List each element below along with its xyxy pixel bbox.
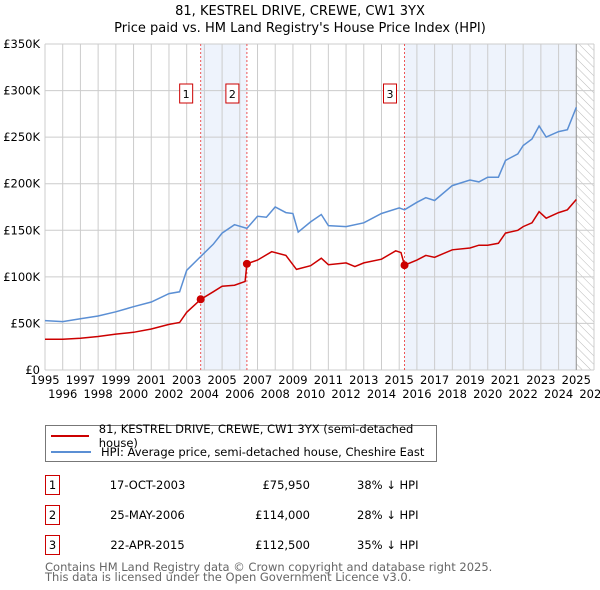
x-tick-label: 2014 xyxy=(367,387,396,401)
price-chart: 1995199619971998199920002001200220032004… xyxy=(3,37,600,401)
x-tick-label: 2015 xyxy=(385,373,414,387)
x-tick-label: 2009 xyxy=(278,373,307,387)
x-tick-label: 2004 xyxy=(190,387,219,401)
x-tick-label: 2023 xyxy=(526,373,555,387)
x-tick-label: 1995 xyxy=(30,373,59,387)
x-tick-label: 2006 xyxy=(225,387,254,401)
sale-date: 22-APR-2015 xyxy=(110,538,185,552)
chart-subtitle: Price paid vs. HM Land Registry's House … xyxy=(114,21,486,36)
x-tick-label: 2018 xyxy=(438,387,467,401)
x-tick-label: 2013 xyxy=(349,373,378,387)
sale-marker-label: 2 xyxy=(229,88,236,101)
sale-marker-box xyxy=(383,83,398,104)
hpi-diff: 38% ↓ HPI xyxy=(357,478,419,492)
shaded-period xyxy=(404,44,577,370)
blue-line-icon xyxy=(51,451,91,453)
series-line xyxy=(44,107,577,323)
x-tick-label: 2010 xyxy=(296,387,325,401)
hpi-diff: 28% ↓ HPI xyxy=(357,508,419,522)
sale-marker-label: 1 xyxy=(183,88,190,101)
x-tick-label: 2002 xyxy=(154,387,183,401)
legend-item-hpi: HPI: Average price, semi-detached house,… xyxy=(46,444,424,460)
hpi-diff: 35% ↓ HPI xyxy=(357,538,419,552)
sale-date: 17-OCT-2003 xyxy=(109,478,186,492)
sale-marker-box xyxy=(179,83,194,104)
x-tick-label: 1998 xyxy=(83,387,112,401)
series-line xyxy=(45,199,577,341)
x-tick-label: 1999 xyxy=(101,373,130,387)
x-tick-label: 2003 xyxy=(172,373,201,387)
y-tick-label: £200K xyxy=(3,177,40,191)
marker-badge: 2 xyxy=(45,505,60,525)
y-tick-label: £300K xyxy=(3,84,40,98)
legend-label: HPI: Average price, semi-detached house,… xyxy=(101,445,425,459)
sale-marker-box xyxy=(225,83,240,104)
x-tick-label: 2016 xyxy=(402,387,431,401)
sale-point xyxy=(242,259,251,268)
sale-point xyxy=(196,295,205,304)
x-tick-label: 2020 xyxy=(473,387,502,401)
sale-price: £75,950 xyxy=(262,478,310,492)
x-tick-label: 2001 xyxy=(137,373,166,387)
legend-label: 81, KESTREL DRIVE, CREWE, CW1 3YX (semi-… xyxy=(98,422,414,450)
x-tick-label: 2011 xyxy=(314,373,343,387)
forecast-hatch xyxy=(576,44,594,370)
chart-title: 81, KESTREL DRIVE, CREWE, CW1 3YX xyxy=(175,4,425,19)
sale-marker-label: 3 xyxy=(387,88,394,101)
legend-item-property: 81, KESTREL DRIVE, CREWE, CW1 3YX (semi-… xyxy=(46,422,436,450)
y-tick-label: £250K xyxy=(3,130,40,144)
copyright-note: Contains HM Land Registry data © Crown c… xyxy=(45,560,493,574)
x-tick-label: 2021 xyxy=(491,373,520,387)
y-tick-label: £50K xyxy=(11,316,41,330)
licence-note: This data is licensed under the Open Gov… xyxy=(45,570,412,584)
sale-date: 25-MAY-2006 xyxy=(110,508,185,522)
marker-badge: 3 xyxy=(45,535,60,555)
x-tick-label: 2017 xyxy=(420,373,449,387)
y-tick-label: £0 xyxy=(25,363,40,377)
sale-point xyxy=(400,261,409,270)
x-tick-label: 2022 xyxy=(509,387,538,401)
sale-price: £112,500 xyxy=(255,538,310,552)
y-tick-label: £150K xyxy=(3,223,40,237)
legend: 81, KESTREL DRIVE, CREWE, CW1 3YX (semi-… xyxy=(45,422,437,462)
x-tick-label: 2012 xyxy=(331,387,360,401)
x-tick-label: 1996 xyxy=(48,387,77,401)
red-line-icon xyxy=(51,435,89,437)
x-tick-label: 2005 xyxy=(207,373,236,387)
x-tick-label: 2019 xyxy=(455,373,484,387)
x-tick-label: 2008 xyxy=(261,387,290,401)
x-tick-label: 2026 xyxy=(579,387,600,401)
x-tick-label: 2007 xyxy=(243,373,272,387)
x-tick-label: 2024 xyxy=(544,387,573,401)
marker-badge: 1 xyxy=(45,475,60,495)
x-tick-label: 1997 xyxy=(66,373,95,387)
x-tick-label: 2000 xyxy=(119,387,148,401)
sale-price: £114,000 xyxy=(255,508,310,522)
y-tick-label: £100K xyxy=(3,270,40,284)
y-tick-label: £350K xyxy=(3,37,40,51)
x-tick-label: 2025 xyxy=(562,373,591,387)
